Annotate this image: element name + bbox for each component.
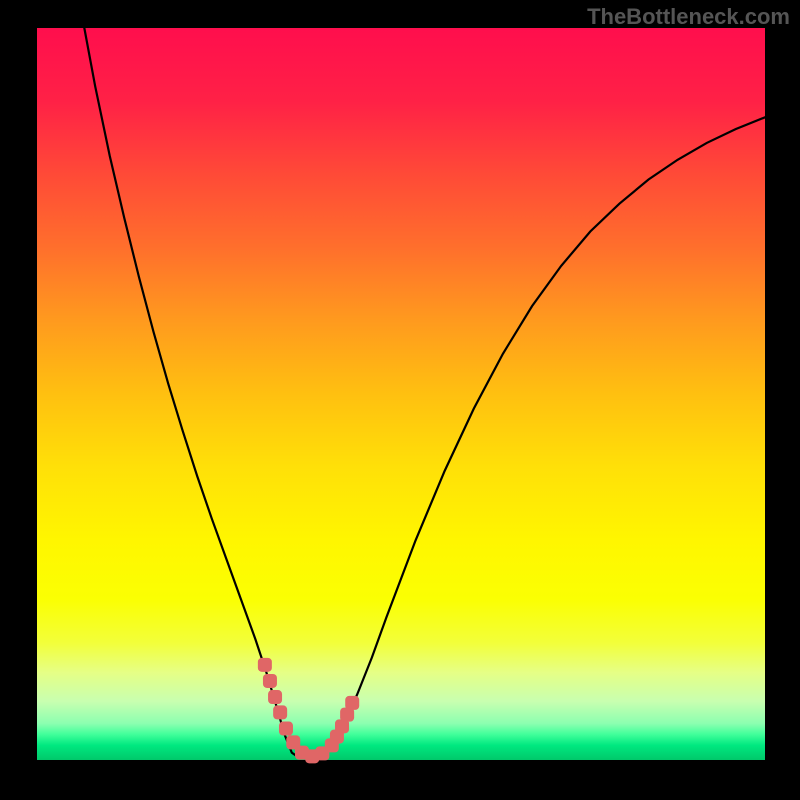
- curve-marker: [273, 705, 287, 719]
- curve-marker: [268, 690, 282, 704]
- curve-marker: [279, 722, 293, 736]
- curve-marker: [258, 658, 272, 672]
- curve-marker: [345, 696, 359, 710]
- bottleneck-curve-chart: [0, 0, 800, 800]
- chart-plot-background: [37, 28, 765, 760]
- chart-container: TheBottleneck.com: [0, 0, 800, 800]
- curve-marker: [263, 674, 277, 688]
- watermark-text: TheBottleneck.com: [587, 4, 790, 30]
